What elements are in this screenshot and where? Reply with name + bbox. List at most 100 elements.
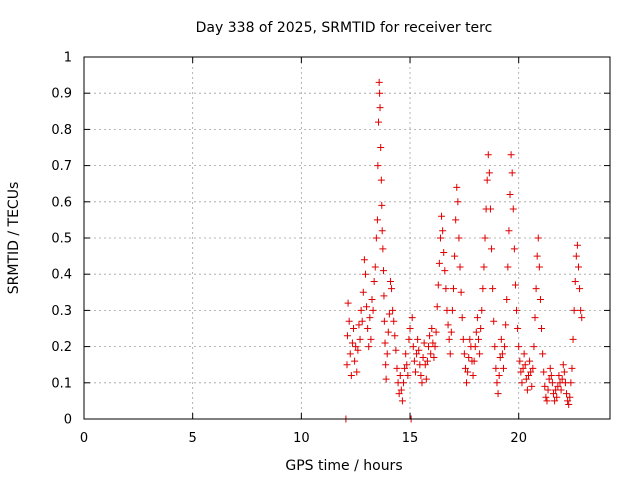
- data-point: [377, 176, 385, 184]
- data-point: [444, 321, 452, 329]
- data-point: [522, 375, 530, 383]
- data-point: [509, 205, 517, 213]
- data-point: [497, 335, 505, 343]
- data-point: [409, 343, 417, 351]
- data-point: [350, 325, 358, 332]
- data-point: [507, 151, 515, 159]
- data-point: [576, 285, 584, 293]
- data-point: [375, 78, 383, 86]
- x-tick-label: 15: [402, 431, 419, 446]
- data-point: [431, 343, 439, 351]
- data-point: [513, 306, 521, 314]
- data-point: [347, 372, 355, 380]
- data-point: [545, 375, 553, 383]
- data-point: [396, 372, 404, 380]
- data-point: [460, 350, 468, 358]
- data-point: [351, 357, 359, 365]
- data-point: [391, 332, 399, 340]
- data-point: [554, 382, 562, 390]
- data-point: [423, 357, 431, 365]
- data-point: [485, 169, 493, 177]
- data-point: [378, 227, 386, 235]
- data-point: [375, 118, 383, 126]
- y-tick-label: 0.1: [51, 376, 72, 391]
- data-point: [454, 198, 462, 206]
- data-point: [384, 328, 392, 336]
- data-point: [461, 364, 469, 372]
- data-point: [489, 285, 497, 293]
- axis-ticks: [83, 56, 610, 420]
- data-point: [404, 372, 412, 380]
- data-point: [473, 314, 481, 322]
- data-point: [535, 263, 543, 271]
- data-point: [530, 343, 538, 351]
- data-point: [469, 372, 477, 380]
- data-points: [342, 78, 586, 423]
- data-point: [386, 277, 394, 285]
- data-point: [570, 306, 578, 314]
- data-point: [419, 353, 427, 361]
- data-point: [381, 339, 389, 347]
- data-point: [475, 335, 482, 343]
- data-point: [363, 303, 371, 311]
- data-point: [499, 364, 507, 372]
- data-point: [448, 306, 456, 314]
- data-point: [567, 379, 575, 387]
- y-tick-label: 0.4: [51, 268, 72, 283]
- data-point: [526, 357, 534, 365]
- data-point: [551, 397, 559, 405]
- data-point: [382, 361, 390, 369]
- data-point: [555, 372, 563, 380]
- data-point: [459, 335, 467, 343]
- y-tick-label: 0.8: [51, 123, 72, 138]
- y-tick-label: 0: [64, 413, 72, 428]
- data-point: [531, 314, 539, 322]
- data-point: [490, 317, 498, 325]
- data-point: [463, 379, 471, 387]
- data-point: [425, 343, 433, 351]
- x-axis-label: GPS time / hours: [285, 458, 402, 474]
- data-point: [529, 364, 537, 372]
- data-point: [506, 191, 514, 199]
- data-point: [534, 234, 542, 242]
- data-point: [346, 350, 354, 358]
- data-point: [380, 267, 388, 275]
- data-point: [370, 277, 378, 285]
- data-point: [553, 393, 561, 401]
- data-point: [366, 314, 374, 322]
- data-point: [470, 357, 478, 365]
- data-point: [542, 393, 550, 401]
- data-point: [565, 401, 573, 409]
- data-point: [544, 386, 552, 394]
- data-point: [560, 368, 568, 376]
- data-point: [343, 332, 351, 340]
- data-point: [533, 252, 541, 260]
- data-point: [536, 296, 544, 304]
- data-point: [374, 162, 382, 170]
- tick-labels: 00.10.20.30.40.50.60.70.80.910 5 10 15 20: [51, 51, 527, 447]
- data-point: [408, 314, 416, 322]
- data-point: [358, 317, 366, 325]
- data-point: [503, 296, 511, 304]
- data-point: [558, 375, 566, 383]
- data-point: [519, 364, 527, 372]
- y-tick-label: 0.3: [51, 304, 72, 319]
- data-point: [388, 285, 396, 293]
- data-point: [357, 306, 365, 314]
- data-point: [520, 350, 528, 358]
- data-point: [406, 325, 414, 332]
- data-point: [480, 263, 488, 271]
- data-point: [458, 314, 466, 322]
- data-point: [574, 263, 582, 271]
- data-point: [390, 317, 398, 325]
- data-point: [364, 325, 372, 332]
- data-point: [518, 379, 526, 387]
- data-point: [430, 353, 438, 361]
- data-point: [378, 201, 386, 209]
- data-point: [559, 361, 567, 369]
- data-point: [538, 325, 546, 332]
- data-point: [493, 379, 501, 387]
- data-point: [481, 234, 489, 242]
- data-point: [479, 285, 487, 293]
- chart-title: Day 338 of 2025, SRMTID for receiver ter…: [196, 20, 493, 36]
